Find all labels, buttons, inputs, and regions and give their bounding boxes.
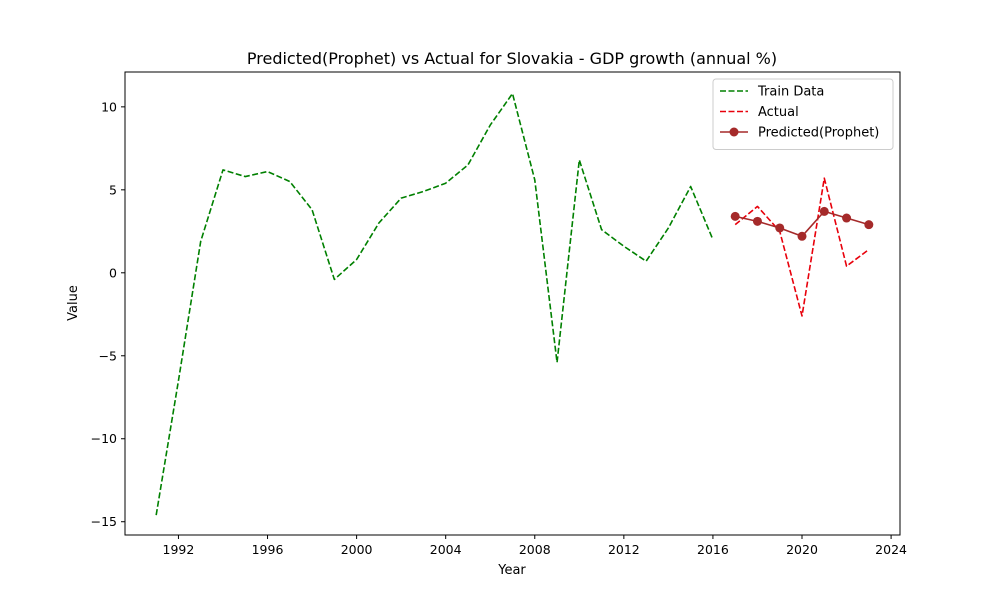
plot-frame [124,71,901,536]
legend-box [712,78,894,150]
plot-area [124,71,901,536]
series-point [819,206,829,216]
series-point [797,231,807,241]
series-line-2 [734,177,870,317]
x-tick-label: 2020 [786,542,818,557]
series-point [775,223,785,233]
y-tick-label: −5 [99,348,117,363]
series-point [752,216,762,226]
y-tick-label: −15 [91,514,117,529]
x-tick-label: 2024 [875,542,907,557]
legend-label: Predicted(Prophet) [758,126,879,141]
x-axis-title: Year [497,563,526,578]
legend-label: Train Data [757,85,824,100]
series-point [864,220,874,230]
x-tick-label: 2012 [608,542,640,557]
y-axis: −15 −10 −5 0 5 10 [91,99,125,529]
x-tick-label: 2000 [341,542,373,557]
series-point [842,213,852,223]
x-tick-label: 2008 [519,542,551,557]
legend: Train Data Actual Predicted(Prophet) [712,78,894,150]
legend-label: Actual [758,105,799,120]
legend-marker [729,127,739,137]
y-tick-label: 0 [109,265,117,280]
x-tick-label: 1992 [163,542,195,557]
x-tick-label: 1996 [252,542,284,557]
x-tick-label: 2004 [430,542,462,557]
y-tick-label: 10 [101,99,117,114]
y-tick-label: 5 [109,182,117,197]
series-line-1 [155,92,714,516]
y-axis-title: Value [66,285,81,321]
chart-title: Predicted(Prophet) vs Actual for Slovaki… [247,49,777,68]
y-tick-label: −10 [91,431,117,446]
x-axis: 1992 1996 2000 2004 2008 2012 2016 2020 2024 [163,535,907,557]
x-tick-label: 2016 [697,542,729,557]
series-point [730,211,740,221]
